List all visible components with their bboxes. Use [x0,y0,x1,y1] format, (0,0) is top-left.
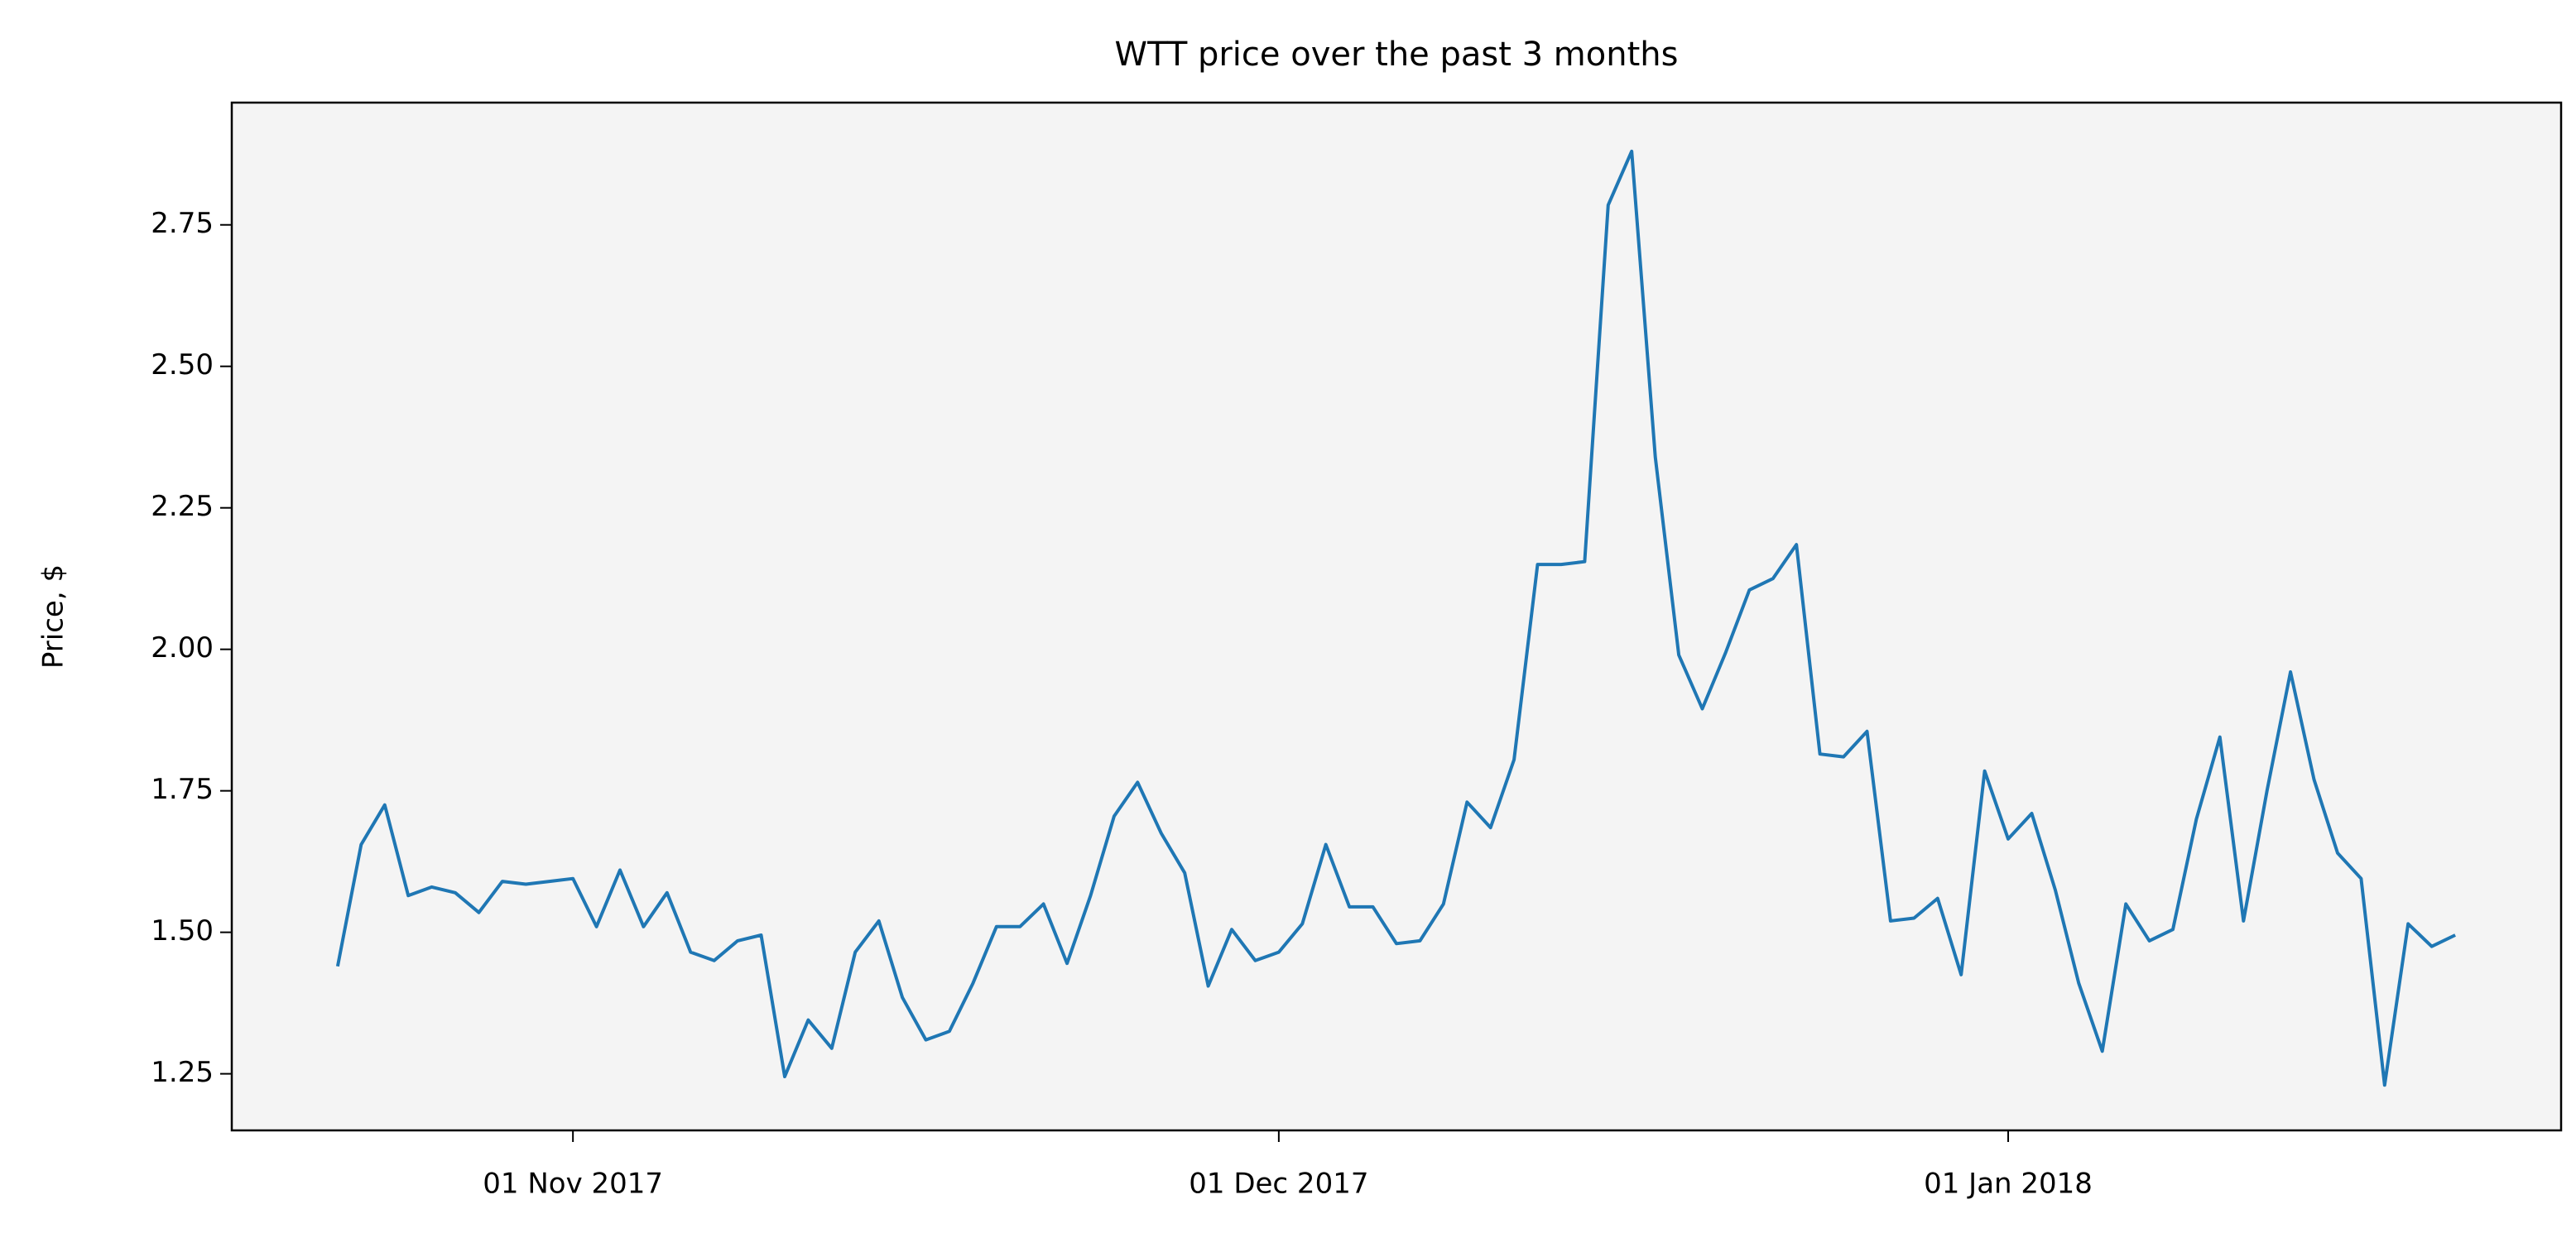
y-axis-label: Price, $ [37,564,70,669]
price-line [335,149,2456,1087]
plot-frame [230,101,2563,1132]
plot-background [232,103,2561,1130]
y-tick-label: 1.50 [151,914,214,948]
chart-title: WTT price over the past 3 months [1115,36,1679,74]
y-tick-label: 1.25 [151,1056,214,1089]
y-tick-label: 2.25 [151,490,214,523]
y-tick-label: 2.50 [151,348,214,381]
x-tick-label: 01 Nov 2017 [483,1168,663,1201]
x-tick-label: 01 Jan 2018 [1924,1168,2093,1201]
y-tick-label: 2.00 [151,631,214,664]
y-tick-label: 1.75 [151,773,214,806]
x-tick-label: 01 Dec 2017 [1189,1168,1368,1201]
y-tick-label: 2.75 [151,207,214,240]
